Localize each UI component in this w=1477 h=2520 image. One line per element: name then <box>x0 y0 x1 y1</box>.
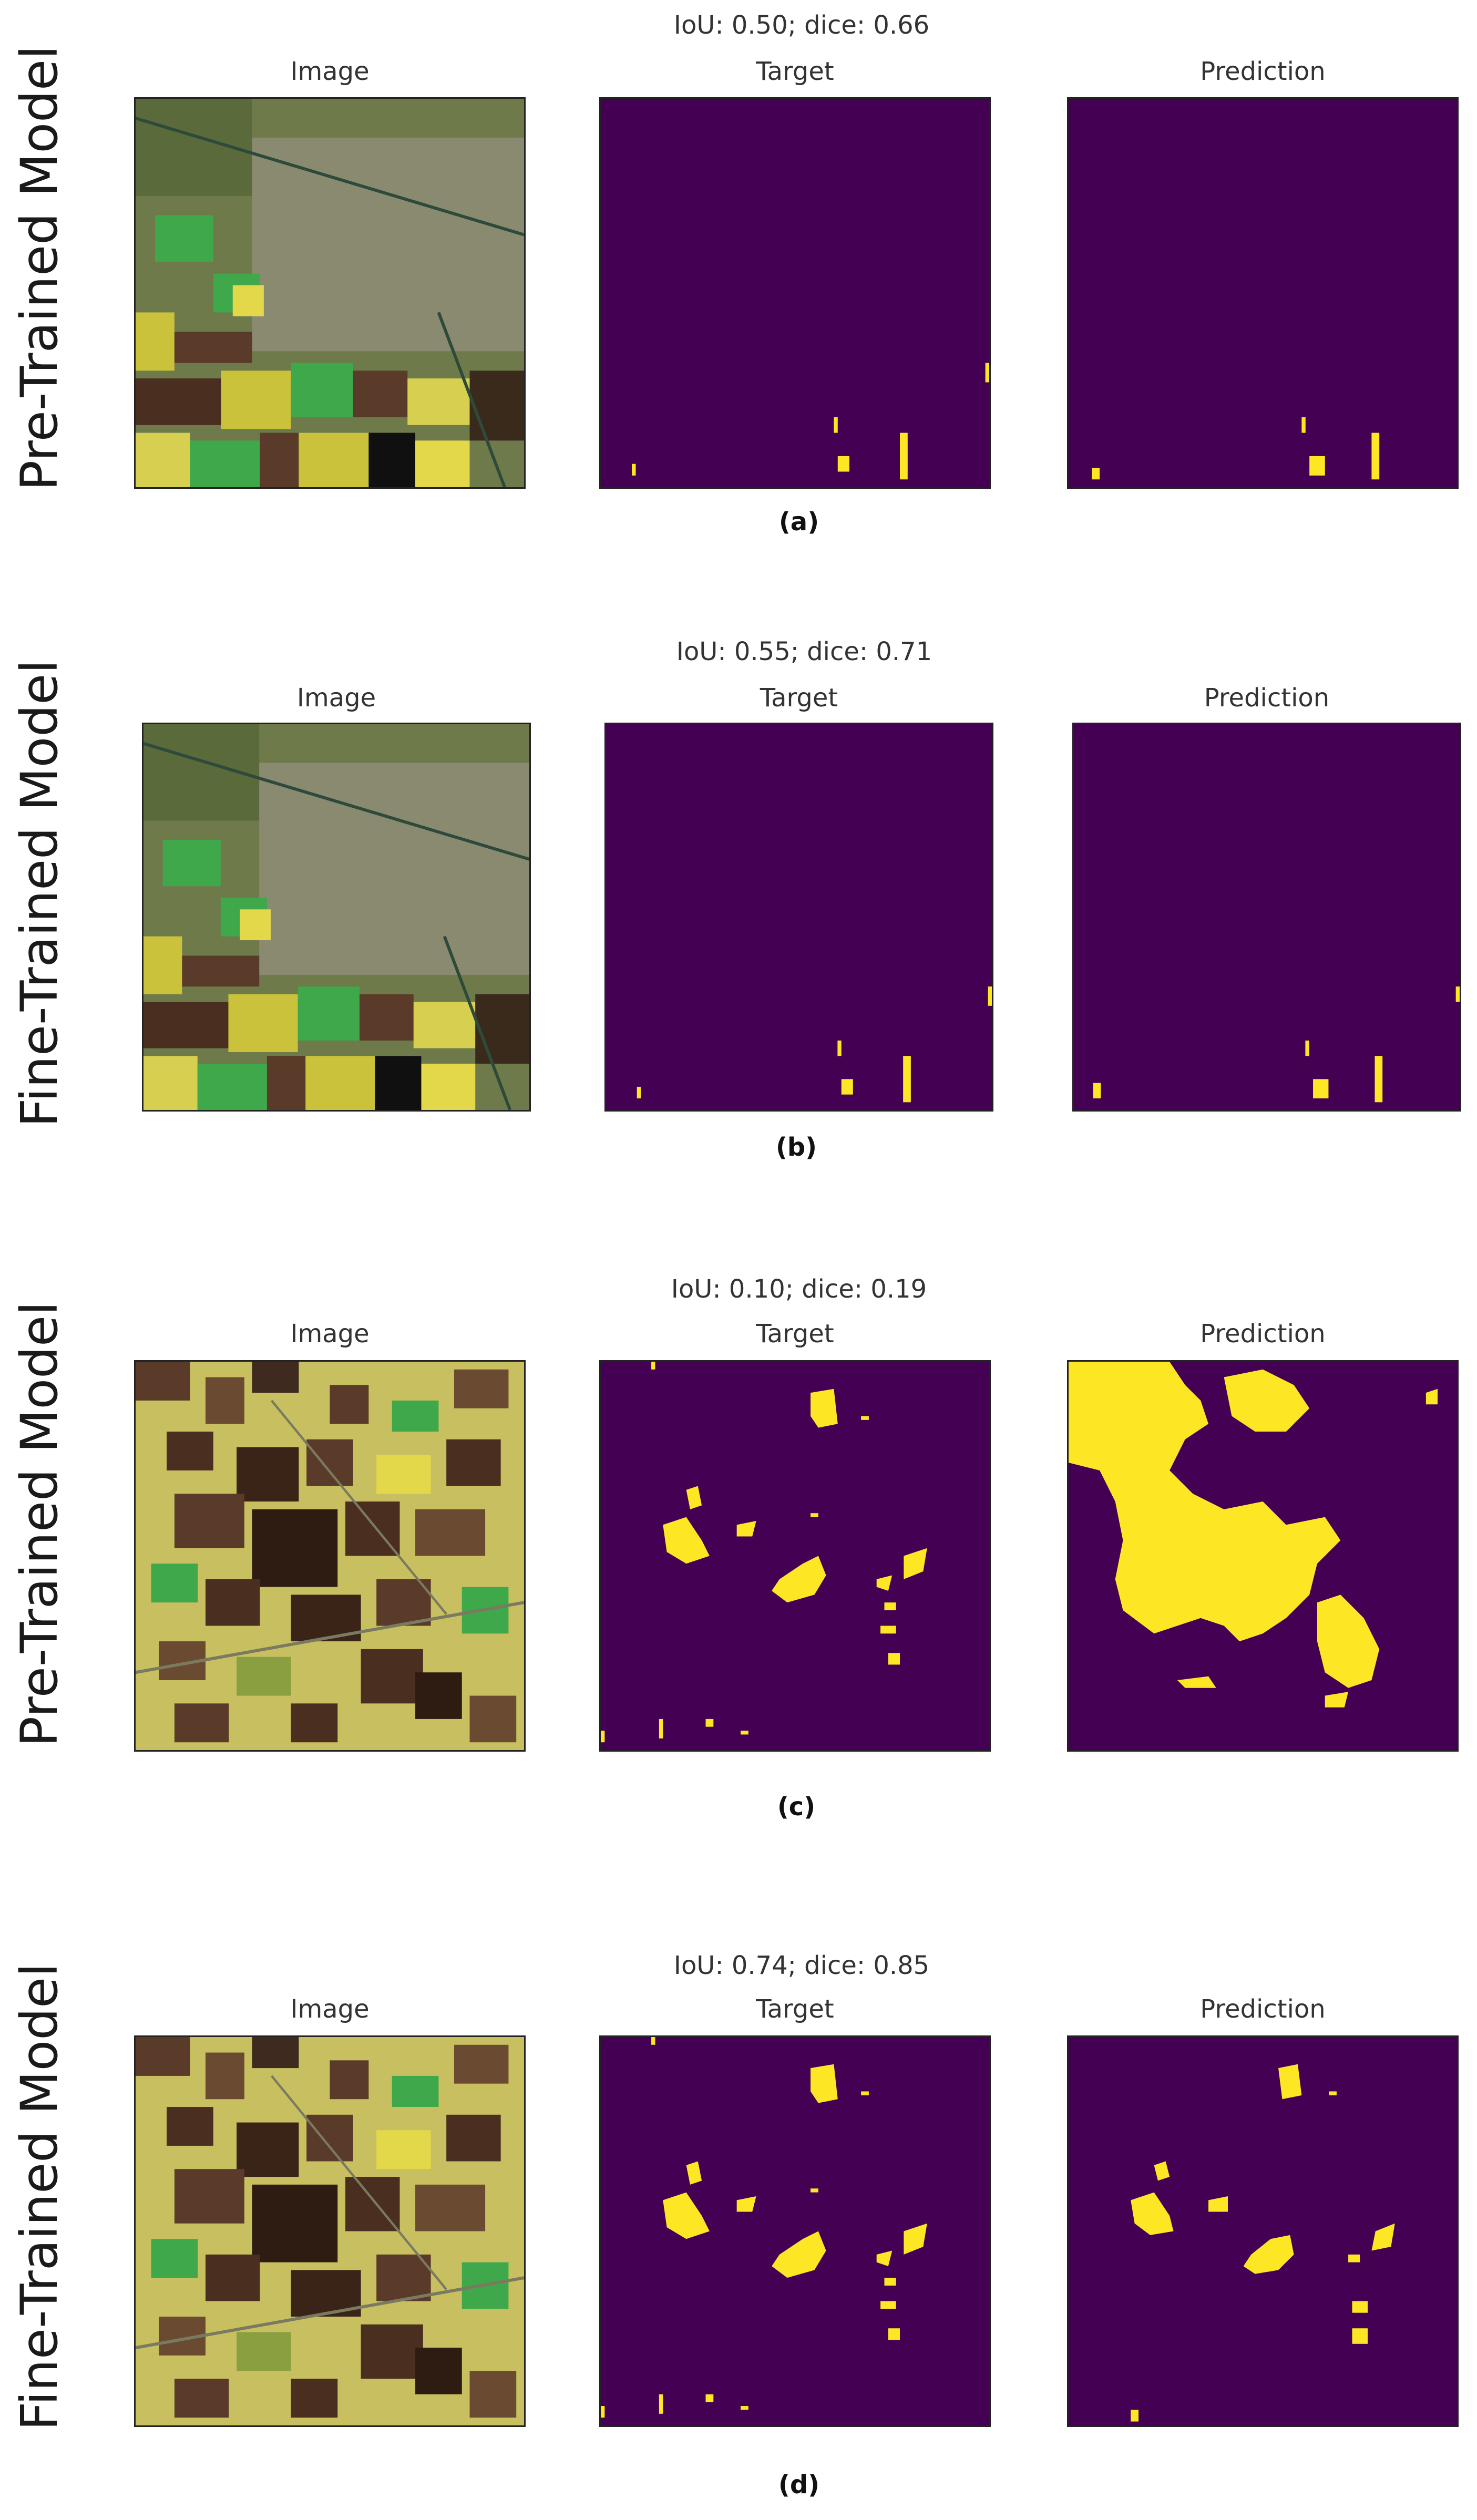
title-prediction: Prediction <box>1200 1319 1326 1349</box>
caption: (c) <box>777 1792 816 1822</box>
target-mask <box>599 1360 991 1752</box>
row-label-text: Fine-Trained Model <box>10 1963 69 2431</box>
row-label: Pre-Trained Model <box>5 16 74 520</box>
metric-label: IoU: 0.10; dice: 0.19 <box>671 1274 927 1304</box>
row-label-text: Pre-Trained Model <box>10 45 69 491</box>
metric-label: IoU: 0.55; dice: 0.71 <box>676 637 932 666</box>
row-label: Pre-Trained Model <box>5 1272 74 1776</box>
title-image: Image <box>290 1994 370 2024</box>
prediction-mask <box>1067 2035 1459 2427</box>
satellite-image <box>134 97 526 489</box>
title-image: Image <box>290 57 370 86</box>
title-prediction: Prediction <box>1200 57 1326 86</box>
row-label: Fine-Trained Model <box>5 1945 74 2449</box>
prediction-mask <box>1067 97 1459 489</box>
title-target: Target <box>760 683 838 713</box>
target-mask <box>599 97 991 489</box>
prediction-mask <box>1067 1360 1459 1752</box>
metric-label: IoU: 0.74; dice: 0.85 <box>673 1951 930 1980</box>
caption: (d) <box>778 2470 820 2500</box>
title-image: Image <box>296 683 376 713</box>
title-prediction: Prediction <box>1200 1994 1326 2024</box>
row-label: Fine-Trained Model <box>5 641 74 1146</box>
target-mask <box>599 2035 991 2427</box>
title-target: Target <box>756 1319 834 1349</box>
satellite-image <box>134 1360 526 1752</box>
prediction-mask <box>1072 723 1461 1112</box>
title-image: Image <box>290 1319 370 1349</box>
caption: (b) <box>775 1133 817 1162</box>
satellite-image <box>134 2035 526 2427</box>
caption: (a) <box>778 507 819 537</box>
satellite-image <box>142 723 531 1112</box>
row-label-text: Pre-Trained Model <box>10 1301 69 1747</box>
title-target: Target <box>756 57 834 86</box>
row-label-text: Fine-Trained Model <box>10 660 69 1127</box>
metric-label: IoU: 0.50; dice: 0.66 <box>673 11 930 40</box>
title-prediction: Prediction <box>1204 683 1330 713</box>
target-mask <box>604 723 993 1112</box>
title-target: Target <box>756 1994 834 2024</box>
